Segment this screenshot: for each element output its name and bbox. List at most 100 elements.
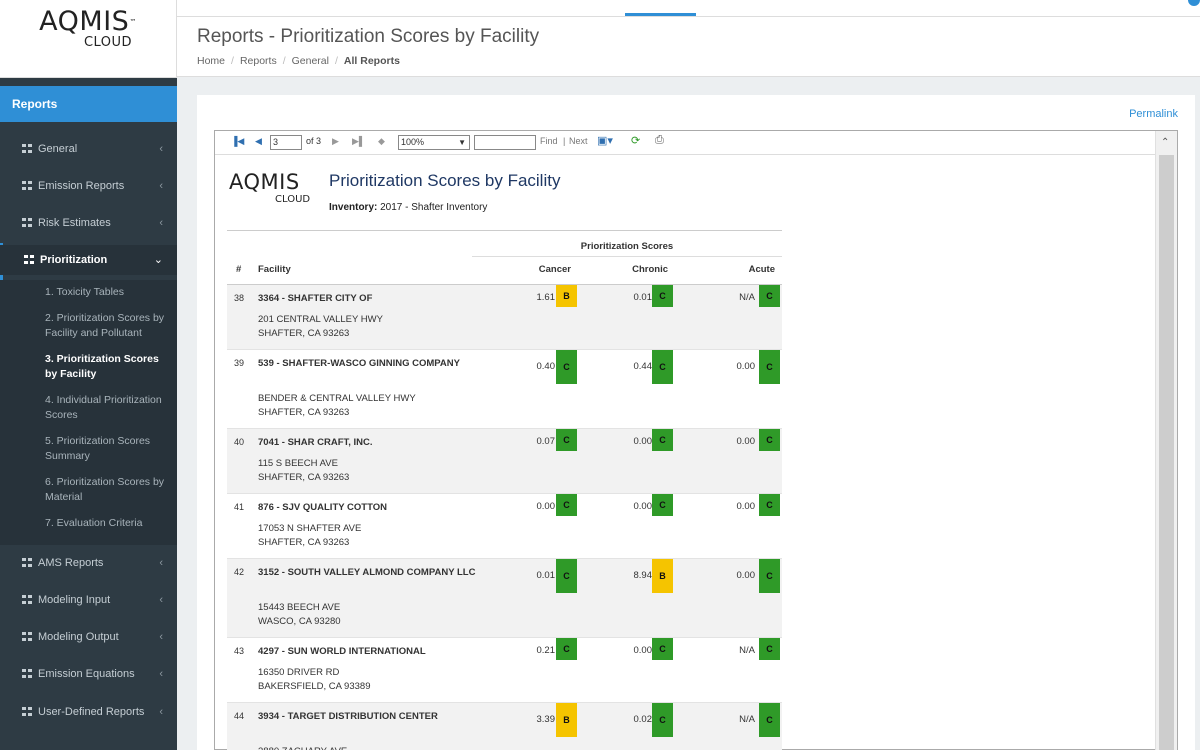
submenu-item-scores-summary[interactable]: 5. Prioritization Scores Summary [45, 435, 151, 462]
chevron-down-icon: ▼ [458, 138, 466, 147]
submenu-item-toxicity-tables[interactable]: 1. Toxicity Tables [45, 286, 124, 298]
zoom-select[interactable]: 100% ▼ [398, 135, 470, 150]
sidebar-item-emission-reports[interactable]: Emission Reports ‹ [0, 171, 177, 201]
prioritization-submenu: 1. Toxicity Tables 2. Prioritization Sco… [0, 280, 177, 545]
export-icon[interactable]: ▣▾ [597, 135, 613, 147]
refresh-icon[interactable]: ⟳ [631, 135, 641, 147]
sidebar-item-user-defined-reports[interactable]: User-Defined Reports ‹ [0, 697, 177, 727]
find-link[interactable]: Find [540, 136, 558, 146]
group-header: Prioritization Scores [472, 238, 782, 257]
scroll-up-icon[interactable]: ⌃ [1161, 137, 1170, 148]
page-title: Reports - Prioritization Scores by Facil… [197, 26, 540, 47]
user-avatar[interactable] [1188, 0, 1200, 6]
sidebar-item-label: Risk Estimates [38, 217, 111, 229]
grid-icon [22, 632, 32, 641]
breadcrumb-reports[interactable]: Reports [239, 55, 277, 67]
score-acute: 0.00 [736, 361, 756, 372]
sidebar-item-ams-reports[interactable]: AMS Reports ‹ [0, 548, 177, 578]
sidebar-item-modeling-input[interactable]: Modeling Input ‹ [0, 585, 177, 615]
table-row: 44 3934 - TARGET DISTRIBUTION CENTER 3880 … [227, 703, 782, 750]
page-number-input[interactable]: 3 [270, 135, 302, 150]
score-cancer: 0.01 [536, 570, 556, 581]
app-logo[interactable]: AQMIS™ CLOUD [0, 0, 177, 78]
facility-city: SHAFTER, CA 93263 [258, 472, 350, 483]
sidebar-item-label: General [38, 143, 78, 155]
score-chronic: 0.01 [633, 292, 653, 303]
score-acute: N/A [739, 292, 755, 303]
next-page-icon[interactable]: ▶ [332, 136, 339, 146]
sidebar-item-risk-estimates[interactable]: Risk Estimates ‹ [0, 208, 177, 238]
top-navbar [177, 0, 1200, 17]
breadcrumb-home[interactable]: Home [197, 55, 226, 67]
permalink-link[interactable]: Permalink [1129, 108, 1178, 120]
logo-sub: CLOUD [83, 35, 133, 50]
facility-name: 539 - SHAFTER-WASCO GINNING COMPANY [258, 358, 460, 369]
submenu-item-scores-by-material[interactable]: 6. Prioritization Scores by Material [45, 476, 165, 503]
print-icon[interactable]: ⎙ [655, 134, 664, 146]
breadcrumb-general[interactable]: General [291, 55, 329, 67]
sidebar-item-general[interactable]: General ‹ [0, 134, 177, 164]
sidebar-item-prioritization[interactable]: Prioritization ⌄ [0, 245, 177, 275]
facility-name: 7041 - SHAR CRAFT, INC. [258, 437, 373, 448]
zoom-value: 100% [401, 137, 425, 147]
facility-name: 876 - SJV QUALITY COTTON [258, 502, 387, 513]
scrollbar-thumb[interactable] [1159, 155, 1174, 750]
facility-address: 115 S BEECH AVE [258, 458, 338, 469]
submenu-item-scores-by-facility[interactable]: 3. Prioritization Scores by Facility [45, 353, 159, 380]
grade-badge-cancer: B [556, 285, 577, 307]
col-header-chronic: Chronic [632, 264, 668, 275]
sidebar-item-label: Modeling Output [38, 631, 119, 643]
chevron-left-icon: ‹ [159, 143, 163, 155]
sidebar-item-label: Modeling Input [38, 594, 111, 606]
grid-icon [22, 558, 32, 567]
sidebar-item-label: Emission Reports [38, 180, 125, 192]
prev-page-icon[interactable]: ◀ [255, 136, 262, 146]
facility-address: BENDER & CENTRAL VALLEY HWY [258, 393, 416, 404]
sidebar-item-label: AMS Reports [38, 557, 104, 569]
report-toolbar: ▐◀ ◀ 3 of 3 ▶ ▶▌ ◆ 100% ▼ Find | Next ▣▾ … [215, 131, 1177, 155]
submenu-item-evaluation-criteria[interactable]: 7. Evaluation Criteria [45, 517, 143, 529]
grade-badge-chronic: C [652, 350, 673, 384]
nav-header-reports[interactable]: Reports [0, 86, 177, 122]
score-cancer: 0.07 [536, 436, 556, 447]
grade-badge-acute: C [759, 350, 780, 384]
score-chronic: 0.44 [633, 361, 653, 372]
grade-badge-chronic: C [652, 638, 673, 660]
table-row: 39 539 - SHAFTER-WASCO GINNING COMPANY BEN… [227, 350, 782, 429]
first-page-icon[interactable]: ▐◀ [231, 136, 245, 146]
chevron-left-icon: ‹ [159, 180, 163, 192]
sidebar-item-emission-equations[interactable]: Emission Equations ‹ [0, 659, 177, 689]
sidebar-item-label: Emission Equations [38, 668, 135, 680]
sidebar-item-modeling-output[interactable]: Modeling Output ‹ [0, 622, 177, 652]
submenu-item-individual-scores[interactable]: 4. Individual Prioritization Scores [45, 394, 162, 421]
chevron-down-icon: ⌄ [153, 254, 163, 266]
table-row: 38 3364 - SHAFTER CITY OF 201 CENTRAL VALL… [227, 285, 782, 350]
col-header-cancer: Cancer [538, 264, 571, 275]
grade-badge-cancer: C [556, 429, 577, 451]
sidebar: AQMIS™ CLOUD Reports General ‹ Emission R… [0, 0, 177, 750]
table-row: 42 3152 - SOUTH VALLEY ALMOND COMPANY LLC… [227, 559, 782, 638]
last-page-icon[interactable]: ▶▌ [352, 136, 366, 146]
row-number: 43 [234, 646, 245, 656]
row-number: 38 [234, 293, 245, 303]
grade-badge-cancer: C [556, 494, 577, 516]
score-chronic: 0.00 [633, 501, 653, 512]
score-cancer: 3.39 [536, 714, 556, 725]
facility-address: 3880 ZACHARY AVE [258, 745, 347, 750]
back-to-parent-icon[interactable]: ◆ [378, 136, 385, 146]
grade-badge-acute: C [759, 638, 780, 660]
table-row: 43 4297 - SUN WORLD INTERNATIONAL 16350 DR… [227, 638, 782, 703]
find-next-link[interactable]: Next [569, 136, 588, 146]
grade-badge-chronic: C [652, 285, 673, 307]
grade-badge-acute: C [759, 285, 780, 307]
vertical-scrollbar[interactable]: ⌃ [1155, 131, 1177, 750]
chevron-left-icon: ‹ [159, 706, 163, 718]
inventory-label: Inventory: [329, 202, 378, 213]
report-logo-sub: CLOUD [275, 194, 311, 205]
grade-badge-chronic: C [652, 429, 673, 451]
row-number: 39 [234, 358, 245, 368]
score-acute: 0.00 [736, 570, 756, 581]
submenu-item-scores-facility-pollutant[interactable]: 2. Prioritization Scores by Facility and… [45, 312, 165, 339]
find-input[interactable] [474, 135, 536, 150]
grade-badge-chronic: C [652, 703, 673, 737]
